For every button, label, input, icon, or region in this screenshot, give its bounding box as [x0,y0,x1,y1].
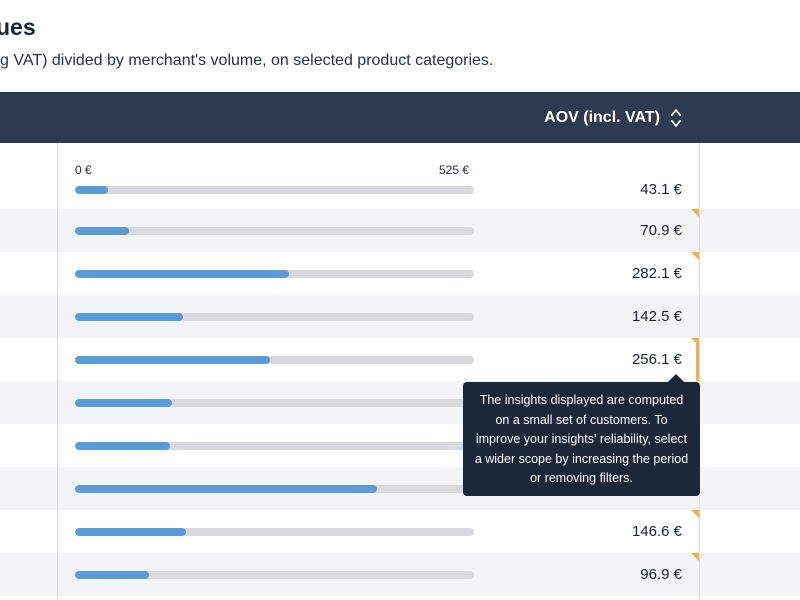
low-confidence-marker[interactable] [691,553,700,562]
aov-bar-fill [75,313,184,321]
column-divider [699,143,700,600]
low-confidence-marker[interactable] [691,209,700,218]
aov-bar-fill [75,399,172,407]
table-row: 142.5 € [0,295,800,338]
aov-value: 142.5 € [631,308,682,325]
table-row: 282.1 € [0,252,800,295]
aov-bar [75,571,474,579]
table-row: 70.9 € [0,209,800,252]
low-confidence-tooltip: The insights displayed are computed on a… [463,382,700,496]
aov-bar [75,442,474,450]
aov-bar-fill [75,528,187,536]
aov-bar-fill [75,485,377,493]
aov-bar [75,356,474,364]
table-body: 0 € 525 € 43.1 € 70.9 € 282.1 € 142.5 € … [0,143,800,596]
low-confidence-hover-edge [696,338,699,381]
scale-min-label: 0 € [75,163,92,177]
aov-value: 282.1 € [631,265,682,282]
table-header: AOV (incl. VAT) [0,92,800,143]
aov-bar [75,186,474,194]
page-title: ues [0,14,36,40]
aov-bar [75,270,474,278]
aov-bar-fill [75,356,270,364]
aov-bar-fill [75,571,149,579]
aov-bar-fill [75,270,290,278]
aov-value: 96.9 € [640,566,682,583]
aov-bar [75,313,474,321]
sort-icon[interactable] [670,107,682,129]
aov-bar-fill [75,186,108,194]
aov-bar [75,227,474,235]
tooltip-arrow [668,374,684,382]
aov-bar-fill [75,442,170,450]
aov-value: 70.9 € [640,222,682,239]
table-row: 0 € 525 € 43.1 € [0,143,800,209]
aov-value: 146.6 € [631,523,682,540]
table-row: 256.1 € [0,338,800,381]
low-confidence-marker[interactable] [691,338,700,347]
page-description: g VAT) divided by merchant's volume, on … [0,52,494,69]
aov-bar [75,485,474,493]
table-row: 96.9 € [0,553,800,596]
aov-value: 256.1 € [631,351,682,368]
table-row: 146.6 € [0,510,800,553]
column-divider [57,143,58,600]
aov-value: 43.1 € [640,181,682,198]
aov-column-label: AOV (incl. VAT) [544,108,660,126]
low-confidence-marker[interactable] [691,252,700,261]
aov-bar-fill [75,227,129,235]
aov-bar [75,528,474,536]
scale-max-label: 525 € [439,163,470,177]
aov-bar [75,399,474,407]
aov-column-header[interactable]: AOV (incl. VAT) [544,92,682,143]
low-confidence-marker[interactable] [691,510,700,519]
